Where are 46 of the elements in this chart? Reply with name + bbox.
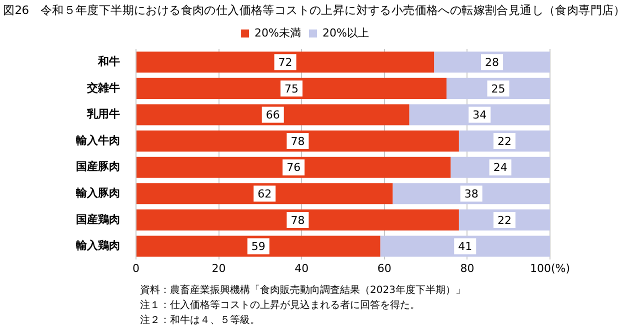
- y-tick-label: 国産豚肉: [76, 160, 120, 174]
- x-tick-label: 80: [460, 262, 474, 275]
- x-tick-label: 20: [212, 262, 226, 275]
- data-label: 22: [497, 214, 512, 227]
- data-label: 34: [472, 108, 487, 122]
- text: 注２：和牛は４、５等級。: [140, 314, 261, 328]
- y-tick-label: 輸入牛肉: [75, 134, 120, 147]
- legend-label: 20%未満: [254, 26, 302, 40]
- data-label: 66: [266, 108, 280, 122]
- bar: [136, 209, 459, 230]
- y-tick-label: 和牛: [97, 55, 120, 68]
- bar: [136, 183, 393, 204]
- data-label: 62: [258, 188, 272, 201]
- bar: [136, 52, 434, 73]
- x-tick-label: 0: [132, 262, 140, 275]
- data-label: 38: [464, 188, 478, 201]
- y-tick-label: 交雑牛: [86, 81, 120, 94]
- x-tick-label: 100(%): [530, 262, 570, 275]
- data-label: 28: [485, 56, 500, 70]
- data-label: 78: [290, 214, 305, 227]
- y-tick-label: 国産鶏肉: [76, 212, 120, 226]
- data-label: 24: [493, 161, 508, 174]
- bar: [136, 78, 446, 99]
- data-label: 72: [278, 56, 292, 70]
- chart-title: 図26 令和５年度下半期における食肉の仕入価格等コストの上昇に対する小売価格への転嫁割合見通し（食肉専門店）: [3, 3, 626, 18]
- data-label: 76: [286, 161, 301, 174]
- data-label: 22: [497, 134, 512, 148]
- data-label: 75: [284, 82, 298, 96]
- bar: [136, 156, 451, 178]
- data-label: 41: [458, 240, 472, 254]
- bar: [136, 236, 380, 257]
- data-label: 25: [491, 82, 506, 96]
- y-tick-label: 乳用牛: [86, 108, 120, 121]
- bar: [136, 104, 410, 126]
- legend-label: 20%以上: [322, 26, 369, 40]
- y-tick-label: 輸入豚肉: [75, 186, 120, 200]
- x-tick-label: 60: [377, 262, 392, 275]
- bar: [392, 183, 550, 204]
- bar: [409, 104, 550, 126]
- bar: [136, 130, 459, 152]
- text: 資料：農畜産業振興機構「食肉販売動向調査結果（2023年度下半期）」: [140, 284, 466, 298]
- data-label: 59: [251, 240, 266, 254]
- text: 注１：仕入価格等コストの上昇が見込まれる者に回答を得た。: [140, 298, 421, 313]
- y-tick-label: 輸入鶏肉: [75, 239, 120, 252]
- data-label: 78: [290, 134, 305, 148]
- x-tick-label: 40: [294, 262, 309, 275]
